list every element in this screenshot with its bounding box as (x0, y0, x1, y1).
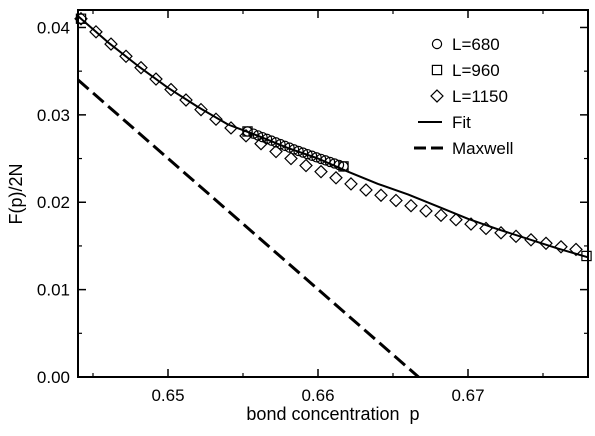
legend-symbol-square (431, 64, 443, 76)
data-point-l1150 (359, 183, 373, 197)
x-tick-labels: 0.65 0.66 0.67 (151, 386, 484, 405)
data-point-l1150 (74, 11, 88, 26)
data-point-l1150 (239, 129, 253, 143)
y-tick-label: 0.02 (37, 193, 70, 212)
data-point-l960 (581, 250, 592, 262)
data-point-l1150 (329, 170, 343, 185)
data-point-l1150 (554, 239, 568, 254)
data-point-l1150 (89, 25, 103, 39)
data-point-l1150 (284, 151, 298, 166)
y-tick-label: 0.00 (37, 368, 70, 387)
data-point-l680 (311, 152, 322, 163)
data-point-l1150 (149, 72, 163, 86)
data-point-l680 (302, 148, 313, 160)
data-point-l680 (320, 155, 331, 166)
data-point-l1150 (119, 49, 133, 64)
y-tick-label: 0.01 (37, 281, 70, 300)
data-point-l1150 (539, 236, 553, 251)
data-point-l960 (75, 13, 87, 24)
legend-symbol-circle (431, 38, 443, 50)
legend-label-fit: Fit (452, 113, 471, 132)
series-lines (77, 15, 589, 379)
data-point-l1150 (464, 217, 478, 231)
data-point-l1150 (569, 242, 583, 257)
data-point-l960 (338, 161, 349, 172)
data-point-l1150 (479, 221, 493, 236)
data-point-l1150 (254, 136, 268, 151)
legend: L=680 L=960 L=1150 Fit Maxwell (414, 35, 513, 158)
data-point-l960 (242, 126, 253, 137)
legend-label-maxwell: Maxwell (452, 139, 513, 158)
data-point-l680 (306, 150, 318, 161)
data-point-l1150 (134, 60, 148, 75)
data-point-l680 (279, 140, 291, 152)
data-point-l680 (324, 156, 336, 168)
data-point-l1150 (209, 112, 223, 127)
legend-label-l960: L=960 (452, 61, 500, 80)
x-tick-label: 0.66 (301, 386, 334, 405)
data-point-l1150 (269, 144, 283, 159)
plot-area (74, 9, 592, 379)
series-line-maxwell (77, 78, 420, 379)
data-point-l1150 (164, 82, 178, 97)
data-point-l680 (248, 128, 259, 139)
y-tick-label: 0.04 (37, 18, 70, 37)
data-point-l1150 (344, 177, 358, 191)
data-point-l1150 (449, 212, 463, 227)
y-tick-label: 0.03 (37, 106, 70, 125)
data-point-l1150 (104, 37, 118, 51)
data-point-l680 (315, 153, 327, 165)
data-point-l1150 (374, 188, 388, 203)
x-axis-title: bond concentration p (246, 404, 419, 424)
data-point-l1150 (179, 93, 193, 107)
data-point-l680 (284, 142, 295, 153)
data-point-l1150 (314, 164, 328, 179)
legend-symbol-diamond (430, 89, 444, 103)
data-point-l1150 (224, 121, 238, 135)
data-point-l680 (266, 135, 277, 146)
data-point-l1150 (299, 158, 313, 173)
y-tick-labels: 0.00 0.01 0.02 0.03 0.04 (37, 18, 70, 387)
x-tick-label: 0.65 (151, 386, 184, 405)
data-point-l1150 (509, 229, 523, 244)
legend-label-l680: L=680 (452, 35, 500, 54)
legend-symbols (414, 38, 444, 150)
axis-ticks (78, 10, 588, 378)
y-axis-title: F(p)/2N (6, 163, 26, 224)
series-markers (74, 11, 592, 262)
data-point-l1150 (494, 225, 508, 240)
series-line-fit (77, 15, 589, 259)
data-point-l680 (297, 147, 309, 158)
data-point-l1150 (389, 193, 403, 208)
data-point-l1150 (404, 198, 418, 213)
data-point-l680 (270, 137, 282, 148)
data-point-l1150 (419, 204, 433, 218)
data-point-l1150 (194, 102, 208, 117)
data-point-l680 (288, 144, 300, 155)
plot-frame (77, 9, 589, 378)
data-point-l1150 (434, 208, 448, 223)
x-tick-label: 0.67 (451, 386, 484, 405)
data-point-l1150 (524, 232, 538, 247)
legend-label-l1150: L=1150 (452, 87, 508, 106)
data-point-l680 (257, 131, 268, 143)
data-point-l680 (275, 138, 286, 150)
data-point-l680 (293, 145, 304, 157)
